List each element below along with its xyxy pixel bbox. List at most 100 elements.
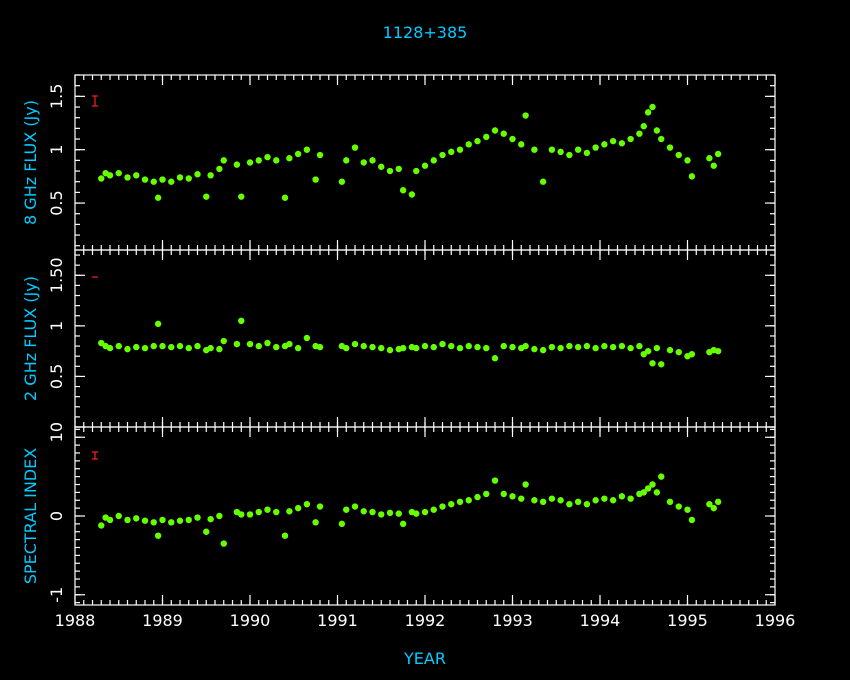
data-point bbox=[255, 508, 262, 516]
x-tick-label: 1989 bbox=[142, 611, 183, 630]
data-point bbox=[509, 343, 516, 351]
data-point bbox=[413, 167, 420, 175]
x-tick-label: 1991 bbox=[317, 611, 358, 630]
data-point bbox=[566, 342, 573, 350]
data-point bbox=[360, 342, 367, 350]
data-point bbox=[264, 506, 271, 513]
data-point bbox=[448, 148, 455, 156]
x-tick-label: 1988 bbox=[55, 611, 96, 630]
data-point bbox=[609, 343, 617, 351]
data-point bbox=[351, 503, 359, 510]
data-point bbox=[176, 517, 184, 524]
data-point bbox=[710, 162, 717, 169]
data-point bbox=[220, 337, 227, 345]
data-point bbox=[509, 493, 516, 500]
data-point bbox=[649, 103, 656, 111]
data-point bbox=[658, 473, 665, 480]
data-point bbox=[303, 500, 311, 508]
data-point bbox=[133, 515, 140, 522]
data-point bbox=[557, 148, 564, 156]
data-point bbox=[194, 342, 201, 350]
data-point bbox=[316, 151, 324, 159]
data-point bbox=[531, 146, 538, 153]
data-point bbox=[518, 495, 525, 502]
data-point bbox=[281, 532, 289, 539]
data-point bbox=[557, 344, 564, 352]
data-point bbox=[168, 519, 175, 526]
data-point bbox=[386, 167, 394, 175]
data-point bbox=[150, 178, 157, 185]
data-point bbox=[592, 344, 599, 352]
data-point bbox=[566, 500, 573, 508]
data-point bbox=[531, 497, 538, 504]
data-point bbox=[273, 157, 280, 164]
x-tick-label: 1992 bbox=[405, 611, 446, 630]
data-point bbox=[338, 520, 346, 528]
data-point bbox=[413, 344, 420, 352]
data-point bbox=[636, 342, 643, 350]
data-point bbox=[439, 503, 446, 510]
data-point bbox=[675, 503, 682, 510]
data-point bbox=[141, 176, 149, 183]
x-tick-label: 1990 bbox=[230, 611, 271, 630]
data-point bbox=[714, 498, 722, 506]
data-point bbox=[456, 146, 464, 153]
data-point bbox=[609, 137, 617, 145]
data-point bbox=[255, 342, 262, 350]
data-point bbox=[456, 498, 464, 506]
data-point bbox=[430, 343, 437, 351]
data-point bbox=[430, 506, 437, 513]
data-point bbox=[706, 155, 713, 162]
data-point bbox=[378, 344, 385, 352]
data-point bbox=[531, 345, 538, 353]
data-point bbox=[574, 146, 582, 153]
data-point bbox=[246, 159, 254, 166]
data-point bbox=[539, 498, 547, 506]
data-point bbox=[601, 141, 608, 148]
data-point bbox=[124, 174, 131, 181]
data-point bbox=[566, 151, 573, 159]
x-tick-label: 1995 bbox=[667, 611, 708, 630]
data-point bbox=[421, 508, 429, 516]
data-point bbox=[286, 508, 293, 515]
data-point bbox=[483, 490, 490, 498]
chart-title: 1128+385 bbox=[383, 23, 468, 42]
data-point bbox=[351, 340, 359, 348]
data-point bbox=[627, 495, 634, 502]
plot-frame bbox=[74, 74, 776, 251]
plot-frame bbox=[74, 249, 776, 428]
data-point bbox=[216, 512, 223, 520]
data-point bbox=[141, 344, 149, 352]
data-point bbox=[465, 497, 472, 504]
data-point bbox=[207, 515, 214, 523]
data-point bbox=[640, 123, 647, 130]
data-point bbox=[273, 343, 280, 351]
data-point bbox=[159, 176, 166, 183]
data-point bbox=[500, 490, 507, 498]
data-point bbox=[203, 528, 210, 535]
data-point bbox=[539, 178, 547, 185]
data-point bbox=[658, 361, 665, 368]
y-tick-label: 0.5 bbox=[47, 364, 66, 389]
data-point bbox=[675, 348, 682, 356]
data-point bbox=[684, 506, 691, 513]
data-point bbox=[675, 151, 682, 159]
data-point bbox=[592, 144, 599, 151]
data-point bbox=[609, 497, 617, 504]
y-tick-label: 1.5 bbox=[47, 84, 66, 109]
data-point bbox=[185, 175, 192, 182]
data-point bbox=[500, 130, 507, 137]
data-point bbox=[666, 498, 674, 506]
data-point bbox=[216, 345, 223, 353]
data-point bbox=[238, 511, 245, 518]
data-point bbox=[115, 512, 122, 520]
y-tick-label: 0 bbox=[47, 422, 66, 432]
data-point bbox=[176, 342, 184, 350]
data-point bbox=[378, 163, 385, 170]
data-point bbox=[378, 511, 385, 518]
data-point bbox=[168, 343, 175, 351]
x-tick-label: 1993 bbox=[492, 611, 533, 630]
data-point bbox=[548, 146, 556, 153]
data-point bbox=[688, 350, 696, 358]
